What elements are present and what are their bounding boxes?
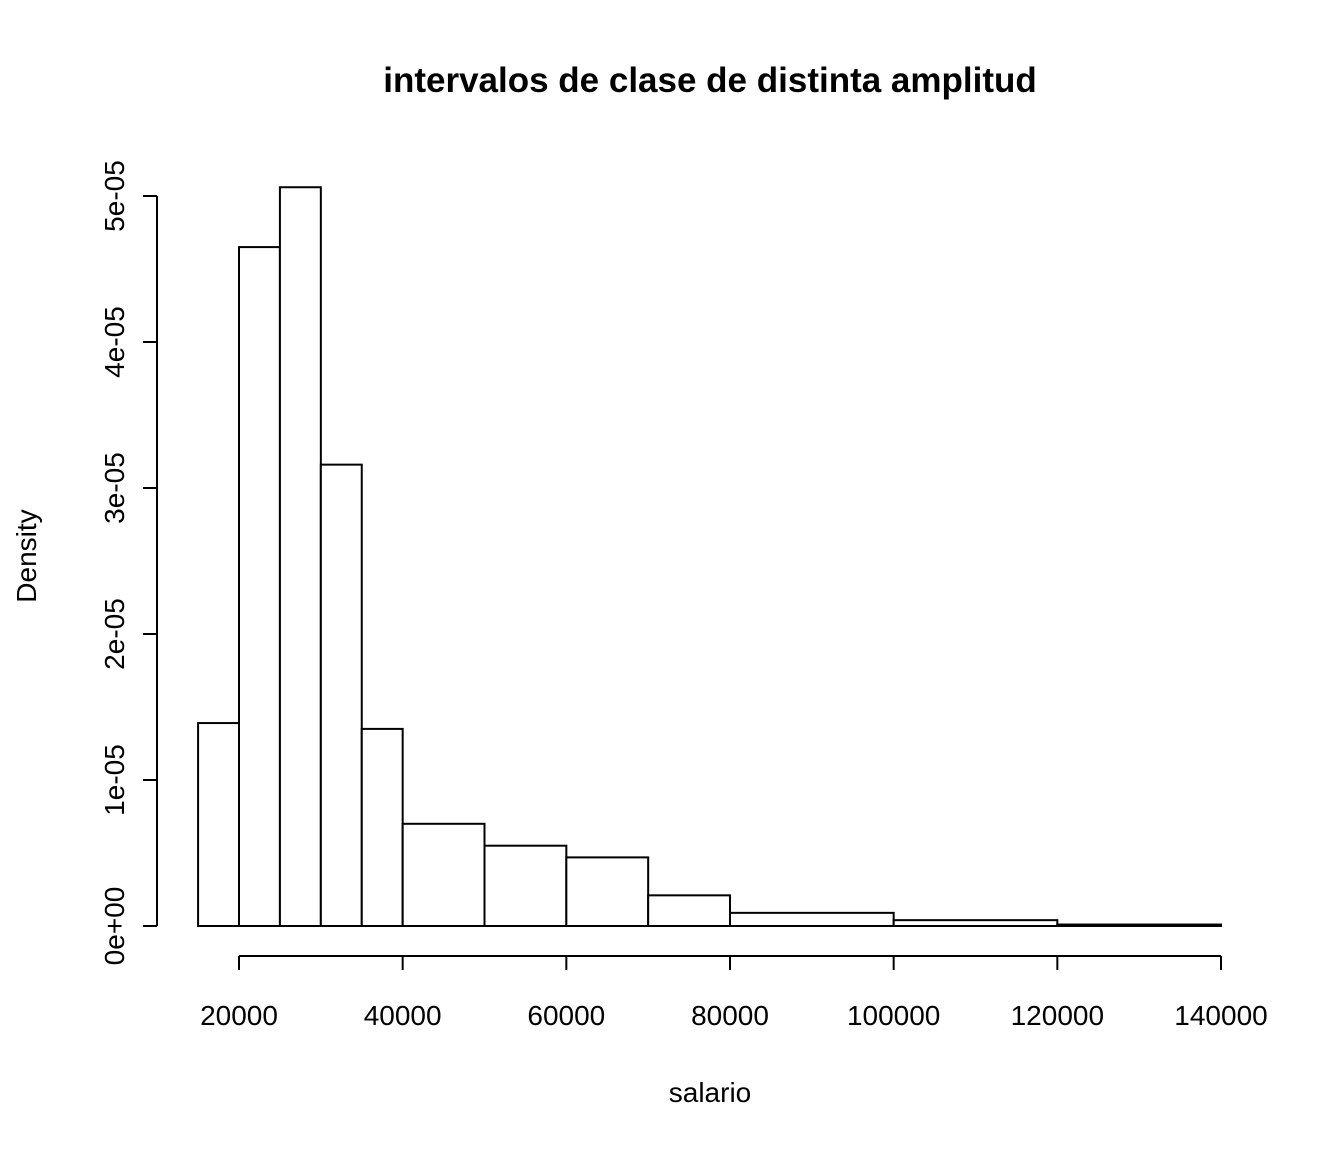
histogram-bar-11 <box>892 919 1059 927</box>
x-tick-label-6: 120000 <box>1011 1000 1104 1031</box>
histogram-bar-12 <box>1056 923 1223 927</box>
histogram-bar-7 <box>483 844 568 928</box>
x-tick-label-7: 140000 <box>1174 1000 1267 1031</box>
y-tick-label-5: 4e-05 <box>99 306 130 378</box>
x-tick-label-5: 100000 <box>847 1000 940 1031</box>
x-axis-label: salario <box>669 1077 751 1108</box>
y-tick-label-2: 1e-05 <box>99 744 130 816</box>
y-tick-label-1: 0e+00 <box>99 887 130 966</box>
histogram-bar-6 <box>401 822 486 927</box>
y-axis: 0e+00 1e-05 2e-05 3e-05 4e-05 5e-05 <box>99 160 158 966</box>
chart-title: intervalos de clase de distinta amplitud <box>383 61 1037 100</box>
y-tick-label-3: 2e-05 <box>99 598 130 670</box>
y-axis-label: Density <box>11 509 42 602</box>
histogram-bar-4 <box>319 463 363 927</box>
y-tick-label-4: 3e-05 <box>99 452 130 524</box>
x-tick-label-1: 20000 <box>200 1000 278 1031</box>
x-tick-label-4: 80000 <box>691 1000 769 1031</box>
bars-group <box>197 186 1223 928</box>
x-axis: 20000 40000 60000 80000 100000 120000 140000 <box>200 955 1268 1031</box>
histogram-bar-5 <box>360 727 404 928</box>
histogram-bar-10 <box>729 911 895 927</box>
histogram-bar-1 <box>197 722 240 927</box>
histogram-bar-3 <box>278 186 322 928</box>
histogram-bar-9 <box>647 894 732 928</box>
y-tick-label-6: 5e-05 <box>99 160 130 232</box>
x-tick-label-3: 60000 <box>527 1000 605 1031</box>
histogram-bar-2 <box>238 246 281 928</box>
x-tick-label-2: 40000 <box>364 1000 442 1031</box>
histogram-bar-8 <box>565 856 650 928</box>
